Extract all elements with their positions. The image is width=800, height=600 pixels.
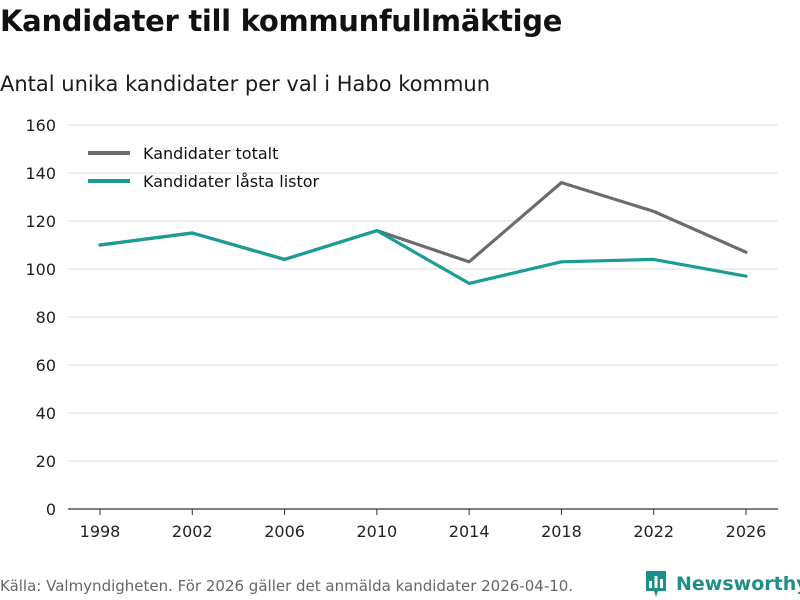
- y-tick-label-80: 80: [36, 308, 56, 327]
- brand-name: Newsworthy: [676, 573, 800, 595]
- series-line-1: [98, 229, 748, 285]
- bar-chart-logo-icon: [646, 571, 666, 597]
- x-tick-label-2022: 2022: [633, 522, 674, 541]
- source-note: Källa: Valmyndigheten. För 2026 gäller d…: [0, 577, 574, 595]
- legend-label-0: Kandidater totalt: [143, 144, 278, 163]
- y-tick-label-100: 100: [25, 260, 56, 279]
- y-tick-label-40: 40: [36, 404, 56, 423]
- legend-label-1: Kandidater låsta listor: [143, 172, 320, 191]
- y-tick-label-60: 60: [36, 356, 56, 375]
- x-tick-label-2006: 2006: [264, 522, 305, 541]
- x-tick-label-2014: 2014: [449, 522, 490, 541]
- x-tick-label-2002: 2002: [172, 522, 213, 541]
- x-tick-label-2018: 2018: [541, 522, 582, 541]
- y-tick-label-20: 20: [36, 452, 56, 471]
- y-tick-label-160: 160: [25, 116, 56, 135]
- x-tick-label-2026: 2026: [726, 522, 767, 541]
- y-tick-label-140: 140: [25, 164, 56, 183]
- chart-title: Kandidater till kommunfullmäktige: [0, 4, 563, 38]
- series-line-0: [98, 181, 748, 264]
- x-tick-label-2010: 2010: [356, 522, 397, 541]
- chart-subtitle: Antal unika kandidater per val i Habo ko…: [0, 72, 491, 96]
- x-tick-label-1998: 1998: [80, 522, 121, 541]
- y-tick-label-120: 120: [25, 212, 56, 231]
- y-tick-label-0: 0: [46, 500, 56, 519]
- brand-logo: Newsworthy: [644, 568, 800, 600]
